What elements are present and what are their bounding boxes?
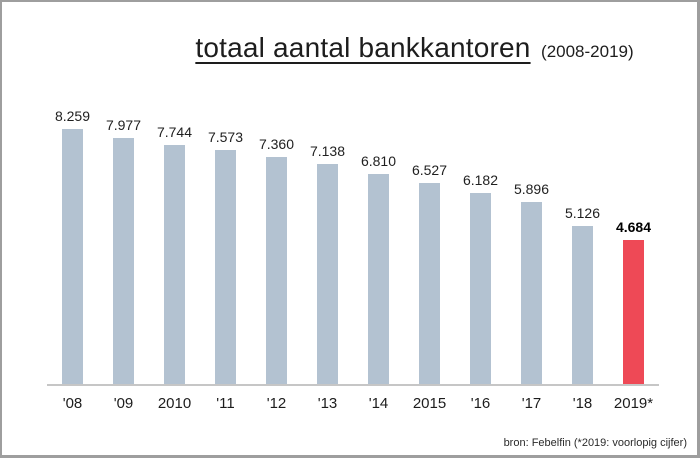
plot-area: 8.259 7.977 7.744 7.573 7.360 7.138 6.810 6.527…	[47, 97, 659, 385]
bar-value-label: 5.896	[513, 181, 550, 197]
bar	[215, 150, 236, 385]
x-axis-tick-label: 2015	[412, 395, 447, 412]
bar-value-label: 6.182	[462, 172, 499, 188]
x-axis-tick-label: '16	[470, 395, 491, 412]
x-axis-tick-label: '13	[317, 395, 338, 412]
x-axis-labels: '08 '09 2010 '11 '12 '13 '14 2015 '16 '17 '18 2019*	[47, 395, 659, 412]
x-axis-tick-label: '14	[368, 395, 389, 412]
bar-value-label: 7.573	[207, 129, 244, 145]
bar-column: 5.126	[557, 97, 608, 385]
bar	[113, 138, 134, 385]
x-axis-line	[47, 384, 659, 386]
x-axis-tick-label: 2010	[157, 395, 192, 412]
x-axis-tick-label: 2019*	[613, 395, 654, 412]
bar-column: 7.138	[302, 97, 353, 385]
bar-column: 7.744	[149, 97, 200, 385]
bar-highlighted	[623, 240, 644, 385]
bar-column: 4.684	[608, 97, 659, 385]
x-axis-tick-label: '17	[521, 395, 542, 412]
bar-column: 6.810	[353, 97, 404, 385]
bar-value-label: 7.744	[156, 124, 193, 140]
bar-column: 6.527	[404, 97, 455, 385]
bar-column: 7.977	[98, 97, 149, 385]
source-note: bron: Febelfin (*2019: voorlopig cijfer)	[503, 437, 687, 449]
bar-column: 6.182	[455, 97, 506, 385]
bar-value-label: 6.527	[411, 162, 448, 178]
chart-title-row: totaal aantal bankkantoren (2008-2019)	[132, 32, 697, 64]
x-axis-tick-label: '18	[572, 395, 593, 412]
bar-column: 8.259	[47, 97, 98, 385]
bar-column: 7.360	[251, 97, 302, 385]
bar-value-label: 7.360	[258, 136, 295, 152]
bar	[62, 129, 83, 385]
bar	[572, 226, 593, 385]
bar	[164, 145, 185, 385]
bar-column: 5.896	[506, 97, 557, 385]
bar	[419, 183, 440, 385]
x-axis-tick-label: '09	[113, 395, 134, 412]
bar-value-label: 4.684	[615, 219, 652, 235]
bar	[470, 193, 491, 385]
bar-value-label: 7.977	[105, 117, 142, 133]
bar-column: 7.573	[200, 97, 251, 385]
bar	[368, 174, 389, 385]
chart-subtitle: (2008-2019)	[541, 42, 634, 61]
bar-value-label: 7.138	[309, 143, 346, 159]
x-axis-tick-label: '12	[266, 395, 287, 412]
bar-value-label: 8.259	[54, 108, 91, 124]
bar	[266, 157, 287, 385]
x-axis-tick-label: '08	[62, 395, 83, 412]
x-axis-tick-label: '11	[216, 395, 235, 412]
chart-title: totaal aantal bankkantoren	[195, 32, 531, 63]
bar	[317, 164, 338, 385]
bar	[521, 202, 542, 385]
bar-value-label: 6.810	[360, 153, 397, 169]
bar-value-label: 5.126	[564, 205, 601, 221]
